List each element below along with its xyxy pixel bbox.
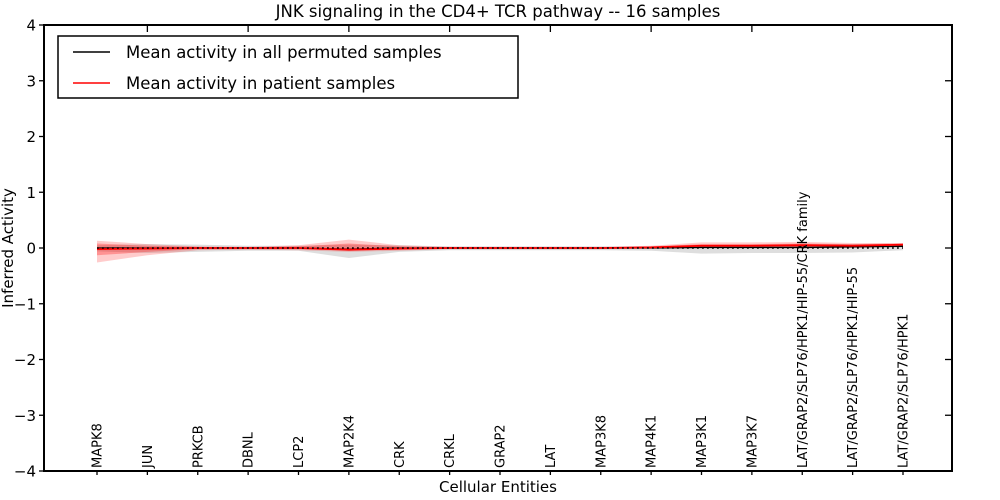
x-category-label: MAP4K1 <box>645 415 660 468</box>
plot-area: 4 3 2 1 0 −1 −2 −3 −4 MAPK8 JUN PRKCB DBNL LCP2 MAP2K4… <box>14 17 953 481</box>
y-tick-label: −3 <box>14 407 36 425</box>
x-category-label: MAPK8 <box>91 423 106 468</box>
y-tick-label: 3 <box>26 72 36 90</box>
x-category-label: MAP3K8 <box>594 415 609 468</box>
x-category-label: PRKCB <box>191 425 206 468</box>
y-tick-label: 0 <box>26 240 36 258</box>
y-tick-label: −2 <box>14 351 36 369</box>
x-category-label: LAT/GRAP2/SLP76/HPK1/HIP-55/CRK family <box>796 191 811 468</box>
x-category-label: LCP2 <box>292 436 307 468</box>
y-tick-label: −4 <box>14 463 36 481</box>
x-category-label: GRAP2 <box>494 424 509 468</box>
legend-label-1: Mean activity in patient samples <box>126 74 395 93</box>
x-category-label: LAT/GRAP2/SLP76/HPK1 <box>897 314 912 468</box>
x-category-label: CRKL <box>443 433 458 468</box>
x-category-label: CRK <box>393 441 408 468</box>
y-tick-label: 2 <box>26 128 36 146</box>
x-category-label: MAP3K7 <box>745 415 760 468</box>
x-category-label: LAT <box>544 445 559 468</box>
x-category-label: MAP2K4 <box>342 415 357 468</box>
legend: Mean activity in all permuted samples Mea… <box>57 35 519 99</box>
legend-frame <box>57 35 519 99</box>
x-category-label: MAP3K1 <box>695 415 710 468</box>
x-category-label: JUN <box>141 445 156 469</box>
y-tick-label: 4 <box>26 17 36 35</box>
chart-title: JNK signaling in the CD4+ TCR pathway --… <box>275 2 721 21</box>
y-tick-label: −1 <box>14 295 36 313</box>
y-tick-label: 1 <box>26 184 36 202</box>
x-category-label: LAT/GRAP2/SLP76/HPK1/HIP-55 <box>846 267 861 468</box>
y-axis-label: Inferred Activity <box>0 188 17 308</box>
x-category-label: DBNL <box>242 431 257 468</box>
x-axis-label: Cellular Entities <box>439 478 557 496</box>
series-line-1 <box>96 243 904 251</box>
legend-label-0: Mean activity in all permuted samples <box>126 43 442 62</box>
